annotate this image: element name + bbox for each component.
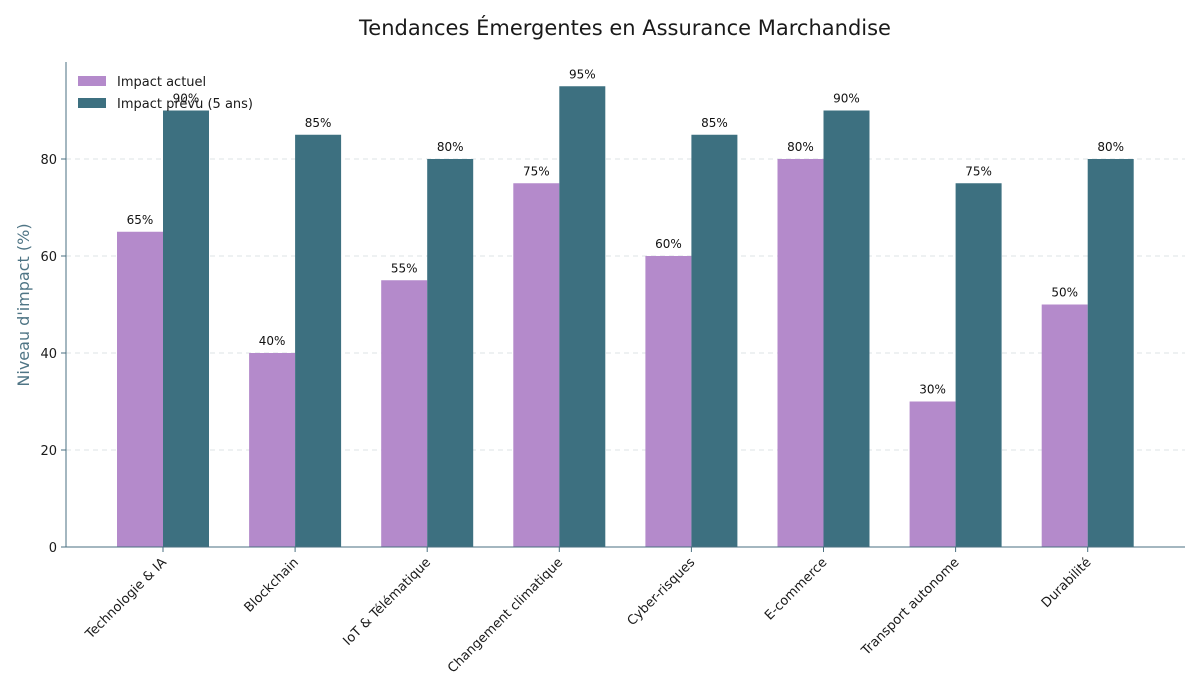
y-tick-label: 80 [40, 153, 57, 168]
bar-forecast [427, 159, 474, 547]
bar-current [909, 401, 956, 547]
bar-forecast [163, 110, 209, 547]
bar-value-label: 65% [127, 213, 154, 227]
bar-value-label: 95% [569, 67, 596, 81]
bar-current [1041, 304, 1088, 547]
axes: 0 20 40 60 80 Technologie & IA Blockchain IoT &… [40, 62, 1185, 676]
bar-value-label: 30% [919, 383, 946, 397]
bar-value-label: 90% [173, 92, 200, 106]
x-tick-label: Technologie & IA [82, 555, 170, 643]
x-tick-label: Blockchain [242, 555, 302, 615]
legend-swatch [78, 98, 106, 108]
bar-forecast [955, 183, 1002, 547]
y-tick-label: 60 [40, 250, 57, 265]
x-tick-label: Durabilité [1039, 555, 1095, 611]
legend: Impact actuel Impact prévu (5 ans) [78, 75, 253, 112]
bar-value-label: 80% [437, 140, 464, 154]
x-tick-label: Cyber-risques [625, 555, 699, 629]
bar-current [249, 353, 296, 547]
x-tick-label: IoT & Télématique [340, 555, 434, 649]
y-tick-label: 0 [49, 541, 57, 556]
bar-value-label: 40% [259, 334, 286, 348]
bar-current [513, 183, 560, 547]
bar-current [777, 159, 824, 547]
y-tick-label: 20 [40, 444, 57, 459]
chart-title: Tendances Émergentes en Assurance Marcha… [358, 15, 891, 40]
legend-swatch [78, 76, 106, 86]
value-labels: 65% 90% 40% 85% 55% 80% 75% 95% 60% 85% 80% 90% 30% 7… [127, 67, 1124, 396]
bar-current [117, 231, 163, 547]
bar-value-label: 80% [1097, 140, 1124, 154]
bar-value-label: 75% [523, 164, 550, 178]
bars [117, 86, 1134, 547]
bar-current [381, 280, 428, 547]
bar-value-label: 90% [833, 92, 860, 106]
y-tick-label: 40 [40, 347, 57, 362]
bar-forecast [1087, 159, 1134, 547]
legend-label: Impact actuel [117, 75, 206, 90]
x-tick-label: Transport autonome [858, 555, 962, 659]
bar-current [645, 256, 692, 547]
y-axis-label: Niveau d'impact (%) [14, 223, 33, 386]
bar-forecast [691, 134, 738, 547]
bar-value-label: 80% [787, 140, 814, 154]
x-tick-label: Changement climatique [445, 555, 566, 676]
legend-label: Impact prévu (5 ans) [117, 97, 253, 112]
bar-value-label: 75% [965, 164, 992, 178]
bar-value-label: 55% [391, 261, 418, 275]
bar-value-label: 85% [701, 116, 728, 130]
bar-forecast [559, 86, 606, 547]
bar-value-label: 50% [1051, 286, 1078, 300]
grid-lines [66, 158, 1185, 451]
bar-value-label: 85% [305, 116, 332, 130]
bar-value-label: 60% [655, 237, 682, 251]
bar-forecast [823, 110, 870, 547]
bar-forecast [295, 134, 342, 547]
x-tick-label: E-commerce [762, 555, 830, 623]
